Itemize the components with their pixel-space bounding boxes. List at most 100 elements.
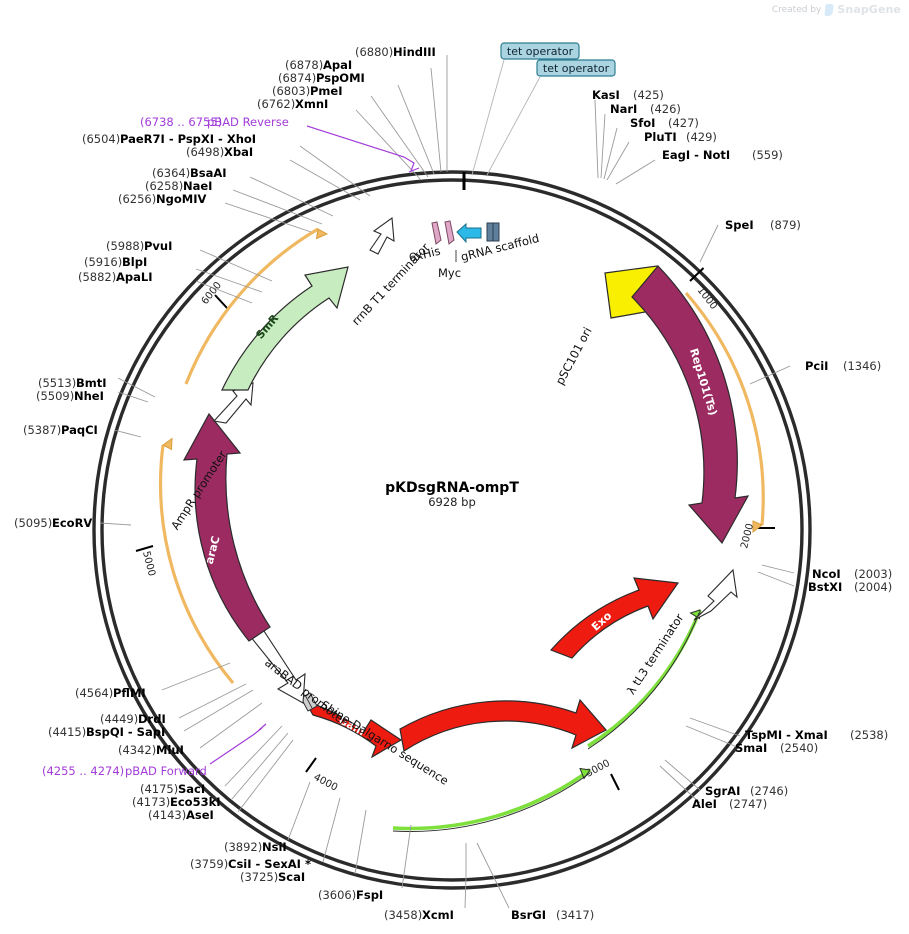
site-name: NarI (610, 102, 637, 116)
site-pos: (3759) (190, 857, 228, 871)
site-label-nhei: (5509) NheI (36, 389, 104, 403)
primer-range: (4255 .. 4274) (42, 764, 124, 778)
site-labels-top-left: (6880) HindIII (6878) ApaI (6874) PspOMI… (78, 45, 436, 284)
site-pos: (6874) (278, 71, 316, 85)
site-name: BlpI (122, 255, 147, 269)
site-label-spei: SpeI (879) (725, 218, 801, 232)
site-label-bsaai: (6364) BsaAI (152, 166, 227, 180)
site-pos: (4415) (48, 725, 86, 739)
site-label-smai: SmaI (2540) (735, 741, 818, 755)
site-pos: (4143) (148, 808, 186, 822)
site-pos: (3417) (556, 908, 594, 922)
feature-beta: Beta (399, 698, 607, 752)
primer-label-pbad-forward: (4255 .. 4274) pBAD Forward (42, 764, 207, 778)
primer-label-pbad-reverse: (6738 .. 6755) pBAD Reverse (140, 115, 289, 129)
center-tag-features: 6xHis Myc gRNA scaffold (407, 220, 541, 280)
site-name: BsaAI (190, 166, 227, 180)
site-pos: (879) (770, 218, 801, 232)
site-pos: (2746) (750, 784, 788, 798)
site-pos: (3606) (318, 888, 356, 902)
site-name: BspQI - SapI (86, 725, 165, 739)
leader-lines-right (659, 224, 795, 804)
site-pos: (5916) (84, 255, 122, 269)
green-arc-outlines (392, 612, 700, 832)
tet-operator-label-2: tet operator (543, 62, 610, 75)
site-label-bstxi: BstXI (2004) (808, 580, 892, 594)
primer-pbad-reverse-line (306, 125, 420, 173)
site-name: PflMI (113, 686, 146, 700)
site-name: BmtI (76, 376, 107, 390)
site-label-xcmi: (3458) XcmI (384, 908, 454, 922)
site-name: BstXI (808, 580, 842, 594)
site-pos: (5095) (14, 516, 52, 530)
site-label-pcii: PciI (1346) (805, 359, 881, 373)
site-label-bspqi: (4415) BspQI - SapI (48, 725, 165, 739)
site-name: CsiI - SexAI * (228, 857, 311, 871)
tick-label-3000: 3000 (584, 758, 612, 780)
site-label-drdi: (4449) DrdI (100, 712, 166, 726)
primer-range: (6738 .. 6755) (140, 115, 222, 129)
site-pos: (5509) (36, 389, 74, 403)
site-label-ngomiv: (6256) NgoMIV (118, 192, 206, 206)
site-name: SacI (178, 782, 205, 796)
site-label-asei: (4143) AseI (148, 808, 214, 822)
feature-smr: SmR (221, 266, 349, 391)
site-name: NgoMIV (156, 192, 206, 206)
site-name: TspMI - XmaI (745, 728, 828, 742)
site-name: SpeI (725, 218, 754, 232)
site-name: EagI - NotI (662, 148, 730, 162)
site-name: FspI (356, 888, 383, 902)
snapgene-watermark: Created by SnapGene (772, 3, 901, 16)
site-label-sfoi: SfoI (427) (630, 116, 699, 130)
feature-exo: Exo (549, 577, 680, 659)
site-label-saci: (4175) SacI (140, 782, 205, 796)
site-label-hindiii: (6880) HindIII (355, 45, 436, 59)
site-label-naei: (6258) NaeI (145, 179, 212, 193)
site-label-apai: (6878) ApaI (285, 58, 352, 72)
site-label-eagi: EagI - NotI (559) (662, 148, 783, 162)
tet-operator-box-2: tet operator (536, 59, 616, 77)
site-name: PaeR7I - PspXI - XhoI (120, 132, 256, 146)
site-name: DrdI (138, 712, 166, 726)
tet-operator-box-1: tet operator (500, 42, 580, 60)
site-pos: (5513) (38, 376, 76, 390)
orange-annotation-arcs (158, 227, 765, 685)
site-label-bmti: (5513) BmtI (38, 376, 107, 390)
site-pos: (4564) (75, 686, 113, 700)
primer-name: pBAD Reverse (207, 115, 289, 129)
site-label-tspmi: TspMI - XmaI (2538) (745, 728, 888, 742)
site-label-nari: NarI (426) (610, 102, 681, 116)
site-name: NcoI (812, 567, 841, 581)
site-pos: (5387) (23, 423, 61, 437)
site-label-pspomi: (6874) PspOMI (278, 71, 365, 85)
site-pos: (6762) (257, 97, 295, 111)
primer-name: pBAD Forward (125, 764, 207, 778)
site-pos: (2540) (780, 741, 818, 755)
site-label-csii: (3759) CsiI - SexAI * (190, 857, 311, 871)
plasmid-backbone (92, 170, 812, 890)
site-name: ApaI (323, 58, 352, 72)
feature-label-6xhis: 6xHis (407, 244, 441, 265)
site-pos: (6258) (145, 179, 183, 193)
site-pos: (3892) (224, 840, 262, 854)
tet-operator-boxes: tet operator tet operator (471, 42, 616, 176)
site-label-nsii: (3892) NsiI (224, 840, 287, 854)
site-labels-top-right: KasI (425) NarI (426) SfoI (427) PluTI (… (592, 88, 783, 162)
site-label-xbai: (6498) XbaI (186, 145, 253, 159)
site-pos: (6880) (355, 45, 393, 59)
site-name: PluTI (644, 130, 677, 144)
site-label-mlui: (4342) MluI (118, 743, 184, 757)
site-labels-bottom: (3892) NsiI (3759) CsiI - SexAI * (3725)… (190, 840, 594, 922)
site-pos: (6256) (118, 192, 156, 206)
feature-rrnb-t1-terminator: rrnB T1 terminator (349, 216, 432, 328)
site-name: MluI (156, 743, 184, 757)
site-pos: (5882) (78, 270, 116, 284)
leader-lines-top-right (594, 99, 656, 185)
site-name: SmaI (735, 741, 767, 755)
site-pos: (2538) (850, 728, 888, 742)
site-pos: (2003) (854, 567, 892, 581)
feature-label-beta: Beta (474, 737, 503, 752)
site-name: PvuI (144, 239, 172, 253)
site-name: AleI (692, 797, 717, 811)
site-name: HindIII (393, 45, 436, 59)
